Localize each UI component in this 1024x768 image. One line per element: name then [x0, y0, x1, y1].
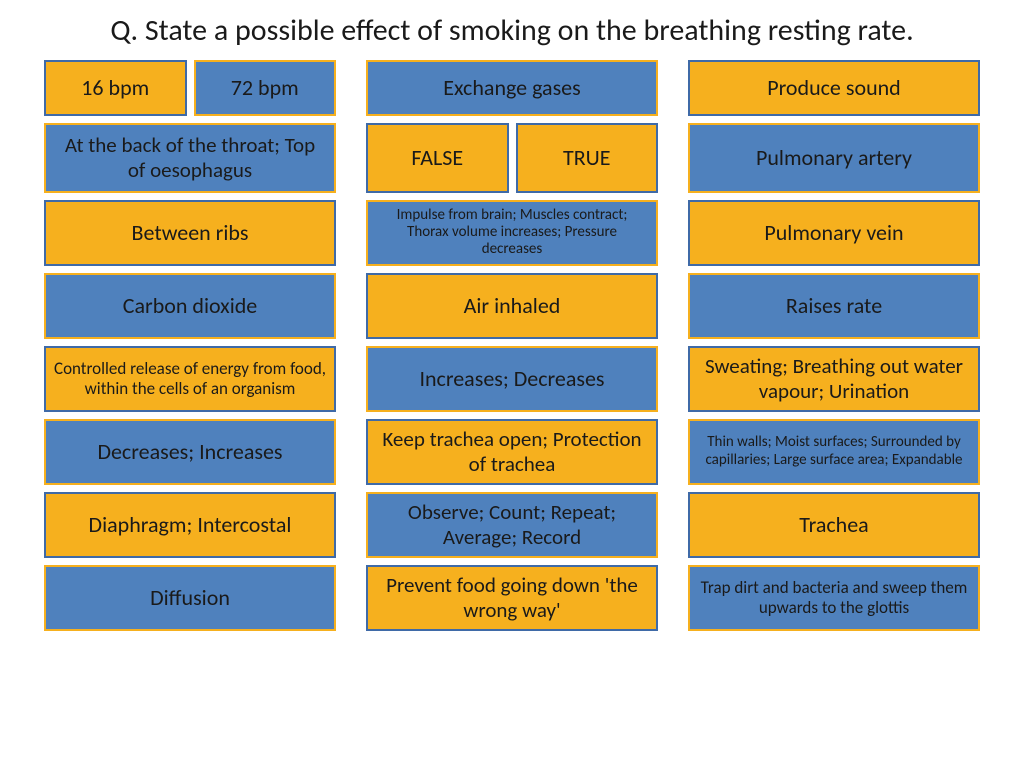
column-3: Produce sound Pulmonary artery Pulmonary v… — [688, 60, 980, 631]
answer-card[interactable]: Between ribs — [44, 200, 336, 266]
answer-card[interactable]: Controlled release of energy from food, … — [44, 346, 336, 412]
answer-card[interactable]: Exchange gases — [366, 60, 658, 116]
answer-card[interactable]: Trachea — [688, 492, 980, 558]
answer-card[interactable]: Carbon dioxide — [44, 273, 336, 339]
answer-card[interactable]: Prevent food going down 'the wrong way' — [366, 565, 658, 631]
answer-card[interactable]: Impulse from brain; Muscles contract; Th… — [366, 200, 658, 266]
answer-card[interactable]: 72 bpm — [194, 60, 337, 116]
answer-card[interactable]: Observe; Count; Repeat; Average; Record — [366, 492, 658, 558]
answer-card[interactable]: Diaphragm; Intercostal — [44, 492, 336, 558]
answer-card[interactable]: At the back of the throat; Top of oesoph… — [44, 123, 336, 193]
answer-cell-split: FALSETRUE — [366, 123, 658, 193]
answer-card[interactable]: Diffusion — [44, 565, 336, 631]
answer-card[interactable]: 16 bpm — [44, 60, 187, 116]
answer-card[interactable]: Air inhaled — [366, 273, 658, 339]
answer-card[interactable]: Raises rate — [688, 273, 980, 339]
answer-card[interactable]: TRUE — [516, 123, 659, 193]
answer-cell-split: 16 bpm72 bpm — [44, 60, 336, 116]
answer-card[interactable]: Pulmonary artery — [688, 123, 980, 193]
answer-card[interactable]: Thin walls; Moist surfaces; Surrounded b… — [688, 419, 980, 485]
answer-card[interactable]: Pulmonary vein — [688, 200, 980, 266]
answer-card[interactable]: Decreases; Increases — [44, 419, 336, 485]
answer-card[interactable]: Keep trachea open; Protection of trachea — [366, 419, 658, 485]
column-2: Exchange gases FALSETRUE Impulse from brai… — [366, 60, 658, 631]
answer-card[interactable]: Produce sound — [688, 60, 980, 116]
answer-card[interactable]: FALSE — [366, 123, 509, 193]
answer-card[interactable]: Trap dirt and bacteria and sweep them up… — [688, 565, 980, 631]
answer-card[interactable]: Increases; Decreases — [366, 346, 658, 412]
column-1: 16 bpm72 bpm At the back of the throat; T… — [44, 60, 336, 631]
question-title: Q. State a possible effect of smoking on… — [0, 0, 1024, 60]
answer-card[interactable]: Sweating; Breathing out water vapour; Ur… — [688, 346, 980, 412]
answer-grid: 16 bpm72 bpm At the back of the throat; T… — [0, 60, 1024, 631]
